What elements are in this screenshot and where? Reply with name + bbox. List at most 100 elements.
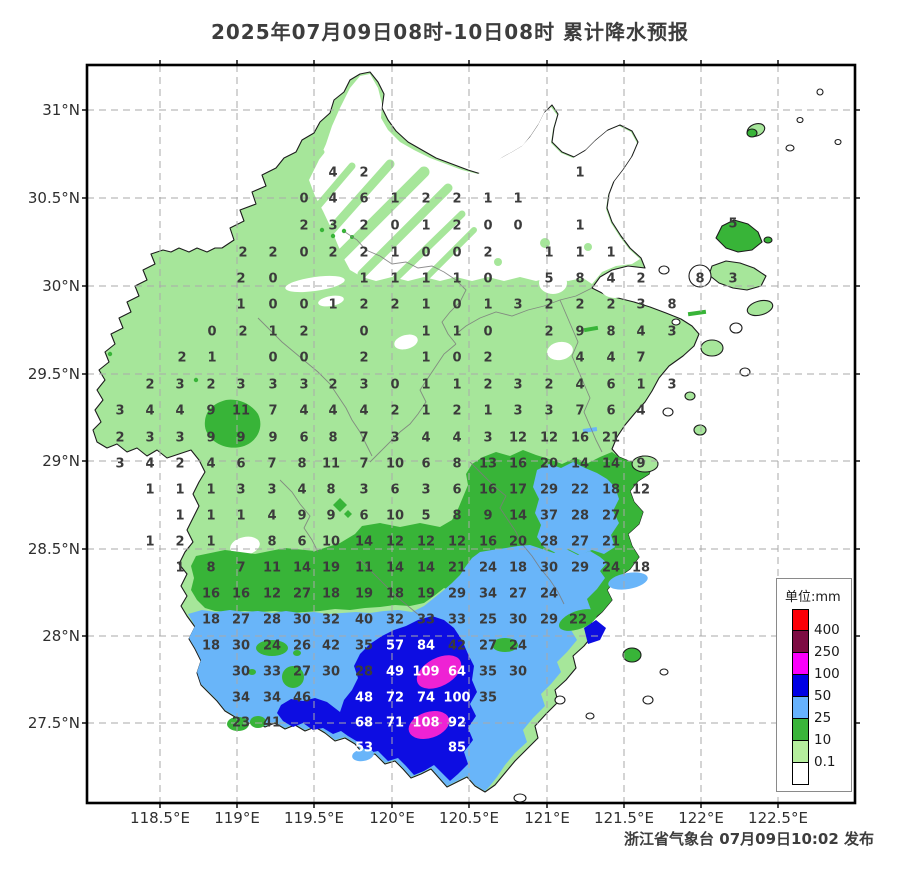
station-value: 11 — [232, 404, 250, 419]
station-value: 28 — [571, 509, 589, 524]
station-value: 9 — [206, 431, 215, 446]
station-value: 17 — [509, 483, 527, 498]
station-value: 24 — [509, 639, 527, 654]
station-value: 41 — [263, 716, 281, 731]
station-value: 1 — [421, 298, 430, 313]
station-value: 30 — [322, 665, 340, 680]
station-value: 74 — [417, 691, 435, 706]
station-value: 3 — [667, 325, 676, 340]
station-value: 7 — [575, 404, 584, 419]
station-value: 2 — [328, 246, 337, 261]
station-value: 14 — [293, 561, 311, 576]
station-value: 0 — [207, 325, 216, 340]
legend-swatch — [792, 763, 809, 785]
station-value: 13 — [479, 457, 497, 472]
station-value: 32 — [386, 613, 404, 628]
legend-label: 400 — [814, 622, 840, 638]
station-value: 34 — [232, 691, 250, 706]
station-value: 27 — [479, 639, 497, 654]
station-value: 30 — [509, 613, 527, 628]
station-value: 109 — [412, 665, 439, 680]
station-value: 3 — [636, 298, 645, 313]
plot-border — [85, 63, 857, 805]
station-value: 3 — [115, 404, 124, 419]
gridlines — [87, 65, 855, 803]
station-value: 1 — [421, 272, 430, 287]
legend-swatch — [792, 741, 809, 763]
station-value: 40 — [355, 613, 373, 628]
station-value: 2 — [452, 219, 461, 234]
harbor-notch — [352, 748, 374, 762]
station-value: 0 — [299, 351, 308, 366]
no-rain-region — [230, 74, 640, 556]
station-value: 18 — [322, 587, 340, 602]
station-value: 2 — [359, 219, 368, 234]
station-value: 8 — [575, 272, 584, 287]
station-value: 0 — [513, 219, 522, 234]
station-value: 12 — [386, 535, 404, 550]
station-value: 3 — [483, 431, 492, 446]
station-value: 6 — [390, 483, 399, 498]
station-value: 2 — [483, 351, 492, 366]
station-value: 22 — [569, 613, 587, 628]
station-value: 100 — [443, 691, 470, 706]
station-value: 1 — [175, 483, 184, 498]
station-value: 1 — [483, 192, 492, 207]
station-value: 2 — [359, 166, 368, 181]
station-value: 2 — [544, 298, 553, 313]
station-value: 2 — [452, 404, 461, 419]
station-value: 18 — [632, 561, 650, 576]
station-value: 4 — [297, 483, 306, 498]
station-value: 2 — [206, 378, 215, 393]
station-value: 1 — [421, 325, 430, 340]
station-value: 21 — [602, 431, 620, 446]
islands — [513, 88, 842, 803]
station-value: 1 — [390, 246, 399, 261]
station-value: 21 — [602, 535, 620, 550]
station-value: 1 — [145, 535, 154, 550]
station-value: 3 — [728, 272, 737, 287]
station-value: 1 — [175, 509, 184, 524]
legend-swatch — [792, 719, 809, 741]
station-value: 16 — [509, 457, 527, 472]
station-value: 27 — [293, 587, 311, 602]
rain-band-100-250 — [408, 655, 462, 739]
station-value: 1 — [390, 272, 399, 287]
station-value: 0 — [268, 351, 277, 366]
station-value: 1 — [421, 404, 430, 419]
station-value: 7 — [267, 457, 276, 472]
station-value: 3 — [359, 483, 368, 498]
station-value: 30 — [232, 639, 250, 654]
station-value: 1 — [575, 166, 584, 181]
station-value: 71 — [386, 716, 404, 731]
station-value: 3 — [513, 378, 522, 393]
y-tick-label: 29°N — [42, 452, 80, 470]
station-value: 6 — [606, 404, 615, 419]
station-value: 7 — [636, 351, 645, 366]
station-value: 1 — [575, 246, 584, 261]
station-value: 2 — [328, 378, 337, 393]
attribution: 浙江省气象台 07月09日10:02 发布 — [624, 830, 874, 848]
station-value: 2 — [238, 246, 247, 261]
station-value: 2 — [421, 192, 430, 207]
station-value: 16 — [479, 483, 497, 498]
station-value: 2 — [483, 378, 492, 393]
station-value: 3 — [390, 431, 399, 446]
station-value: 4 — [145, 404, 154, 419]
island-daishan — [715, 219, 763, 253]
station-value: 8 — [328, 431, 337, 446]
station-value: 2 — [145, 378, 154, 393]
station-value: 1 — [268, 325, 277, 340]
station-value: 30 — [293, 613, 311, 628]
station-value: 9 — [297, 509, 306, 524]
legend-swatch — [792, 609, 809, 631]
legend-label: 10 — [814, 732, 832, 748]
station-value: 4 — [328, 404, 337, 419]
station-value: 4 — [175, 404, 184, 419]
station-value: 2 — [390, 298, 399, 313]
station-value: 3 — [513, 404, 522, 419]
x-tick-label: 120.5°E — [439, 809, 499, 827]
station-value: 19 — [417, 587, 435, 602]
station-value: 0 — [268, 298, 277, 313]
